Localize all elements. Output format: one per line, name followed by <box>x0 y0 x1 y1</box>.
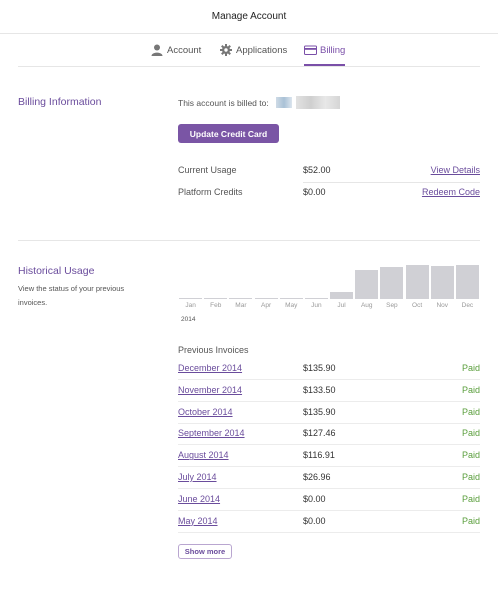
usage-bar <box>330 292 354 299</box>
view-details-link[interactable]: View Details <box>430 165 480 175</box>
invoice-status: Paid <box>461 472 480 482</box>
usage-bar <box>430 265 454 299</box>
current-usage-value: $52.00 <box>303 165 331 175</box>
month-tick-label: Mar <box>235 302 247 309</box>
top-bar: Manage Account <box>0 0 498 34</box>
month-tick-label: Aug <box>360 302 373 309</box>
historical-usage-heading: Historical Usage <box>18 265 95 277</box>
invoice-row: November 2014 $133.50 Paid <box>178 380 480 402</box>
invoice-status: Paid <box>461 363 480 373</box>
invoice-row: May 2014 $0.00 Paid <box>178 511 480 533</box>
invoice-month-link[interactable]: June 2014 <box>178 493 221 504</box>
invoice-month-link[interactable]: August 2014 <box>178 450 229 461</box>
invoice-row: July 2014 $26.96 Paid <box>178 467 480 489</box>
invoice-month-link[interactable]: December 2014 <box>178 363 243 373</box>
invoice-month-link[interactable]: October 2014 <box>178 406 233 417</box>
invoice-row: December 2014 $135.90 Paid <box>178 358 480 380</box>
month-tick-label: Jul <box>337 302 346 309</box>
invoice-status: Paid <box>461 428 480 439</box>
invoice-month-link[interactable]: May 2014 <box>178 515 218 526</box>
update-credit-card-button[interactable]: Update Credit Card <box>178 124 279 143</box>
invoice-month-link[interactable]: September 2014 <box>178 428 245 439</box>
tab-billing-label: Billing <box>320 45 346 56</box>
month-tick-label: Jun <box>311 302 322 309</box>
usage-bar <box>229 298 253 299</box>
usage-row-divider <box>303 182 480 183</box>
usage-bar <box>279 298 303 299</box>
tab-billing[interactable]: Billing <box>304 40 346 66</box>
invoice-amount: $116.91 <box>303 450 335 461</box>
usage-bar <box>304 298 328 299</box>
month-tick-label: Apr <box>261 302 272 309</box>
invoice-status: Paid <box>461 515 480 526</box>
month-tick-label: Sep <box>386 302 398 309</box>
redeem-code-link[interactable]: Redeem Code <box>421 187 480 197</box>
person-icon <box>151 44 163 56</box>
invoice-row: September 2014 $127.46 Paid <box>178 423 480 446</box>
tab-account-label: Account <box>167 45 202 56</box>
platform-credits-row: Platform Credits $0.00 Redeem Code <box>178 184 480 206</box>
usage-bar <box>455 265 479 299</box>
invoice-amount: $26.96 <box>303 472 331 482</box>
usage-bar <box>254 298 278 299</box>
credit-card-icon <box>304 44 317 56</box>
tab-bar: Account Applications Billing <box>0 40 498 66</box>
invoice-status: Paid <box>461 450 480 461</box>
tab-account[interactable]: Account <box>151 40 201 66</box>
usage-bar-chart: Jan Feb Mar Apr May Jun Jul Aug Sep Oct Nov Dec <box>178 260 480 326</box>
section-divider <box>18 240 480 241</box>
month-tick-label: Feb <box>210 302 222 309</box>
tab-applications[interactable]: Applications <box>220 40 287 66</box>
chart-year-label: 2014 <box>181 316 196 323</box>
usage-bar <box>405 265 429 299</box>
redacted-billing-name <box>296 96 340 109</box>
previous-invoices-heading: Previous Invoices <box>178 345 249 355</box>
invoice-amount: $127.46 <box>303 428 336 439</box>
invoice-row: October 2014 $135.90 Paid <box>178 402 480 424</box>
billing-information-heading: Billing Information <box>18 96 102 108</box>
month-tick-label: Nov <box>436 302 449 309</box>
invoice-month-link[interactable]: July 2014 <box>178 472 217 482</box>
invoice-row: August 2014 $116.91 Paid <box>178 445 480 468</box>
tabs-divider <box>18 66 480 67</box>
platform-credits-value: $0.00 <box>303 187 326 197</box>
month-tick-label: May <box>285 302 298 309</box>
invoice-amount: $133.50 <box>303 384 336 395</box>
invoice-amount: $135.90 <box>303 406 336 417</box>
tab-applications-label: Applications <box>236 45 288 56</box>
invoice-amount: $0.00 <box>303 493 326 504</box>
invoice-status: Paid <box>461 493 480 504</box>
redacted-card-brand <box>276 97 292 108</box>
show-more-button[interactable]: Show more <box>178 544 232 559</box>
historical-usage-description: View the status of your previous invoice… <box>18 284 125 307</box>
invoice-row: June 2014 $0.00 Paid <box>178 489 480 511</box>
invoice-status: Paid <box>461 406 480 417</box>
usage-bar <box>380 267 404 299</box>
month-tick-label: Oct <box>412 302 423 309</box>
invoice-amount: $0.00 <box>303 515 326 526</box>
usage-bar <box>204 298 228 299</box>
page-title: Manage Account <box>211 11 287 22</box>
current-usage-label: Current Usage <box>178 165 237 175</box>
invoice-month-link[interactable]: November 2014 <box>178 384 243 395</box>
month-tick-label: Jan <box>185 302 196 309</box>
billed-to-label: This account is billed to: <box>178 98 269 108</box>
current-usage-row: Current Usage $52.00 View Details <box>178 162 480 184</box>
month-tick-label: Dec <box>461 302 474 309</box>
usage-bar <box>179 298 203 299</box>
usage-bar <box>355 269 379 299</box>
platform-credits-label: Platform Credits <box>178 187 243 197</box>
invoice-status: Paid <box>461 384 480 395</box>
invoice-amount: $135.90 <box>303 363 336 373</box>
gear-icon <box>220 44 232 56</box>
